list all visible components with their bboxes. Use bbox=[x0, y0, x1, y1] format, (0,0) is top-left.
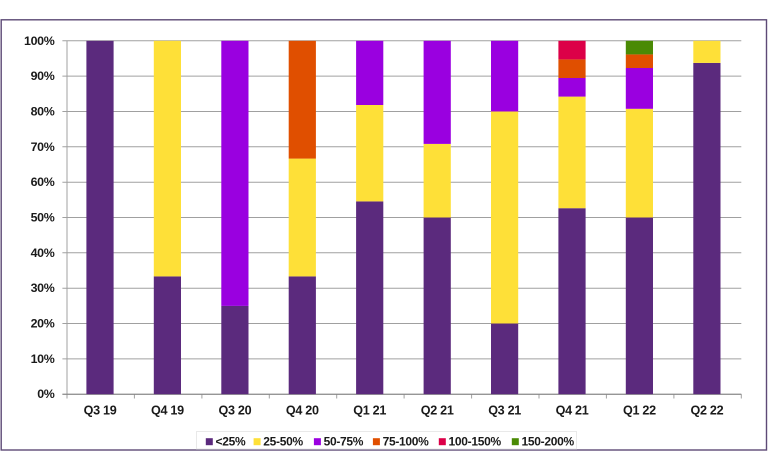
svg-text:0%: 0% bbox=[37, 387, 55, 401]
svg-text:150-200%: 150-200% bbox=[522, 434, 575, 448]
svg-text:30%: 30% bbox=[31, 281, 55, 295]
svg-text:Q4 20: Q4 20 bbox=[286, 404, 319, 418]
svg-text:Q3 20: Q3 20 bbox=[218, 404, 251, 418]
svg-text:Q2 22: Q2 22 bbox=[690, 404, 723, 418]
svg-text:70%: 70% bbox=[31, 140, 55, 154]
svg-text:Q3 19: Q3 19 bbox=[84, 404, 117, 418]
svg-text:100%: 100% bbox=[24, 34, 55, 48]
svg-text:90%: 90% bbox=[31, 69, 55, 83]
svg-text:60%: 60% bbox=[31, 175, 55, 189]
svg-text:Q2 21: Q2 21 bbox=[421, 404, 454, 418]
svg-text:Q1 21: Q1 21 bbox=[353, 404, 386, 418]
svg-text:Q4 21: Q4 21 bbox=[556, 404, 589, 418]
svg-text:Q1 22: Q1 22 bbox=[623, 404, 656, 418]
svg-text:50%: 50% bbox=[31, 211, 55, 225]
svg-text:25-50%: 25-50% bbox=[263, 434, 303, 448]
svg-text:20%: 20% bbox=[31, 317, 55, 331]
svg-text:40%: 40% bbox=[31, 246, 55, 260]
svg-text:100-150%: 100-150% bbox=[449, 434, 502, 448]
svg-text:75-100%: 75-100% bbox=[383, 434, 430, 448]
svg-text:10%: 10% bbox=[31, 352, 55, 366]
svg-text:50-75%: 50-75% bbox=[324, 434, 364, 448]
svg-text:<25%: <25% bbox=[216, 434, 246, 448]
svg-text:80%: 80% bbox=[31, 105, 55, 119]
svg-text:Q3 21: Q3 21 bbox=[488, 404, 521, 418]
svg-text:Q4 19: Q4 19 bbox=[151, 404, 184, 418]
